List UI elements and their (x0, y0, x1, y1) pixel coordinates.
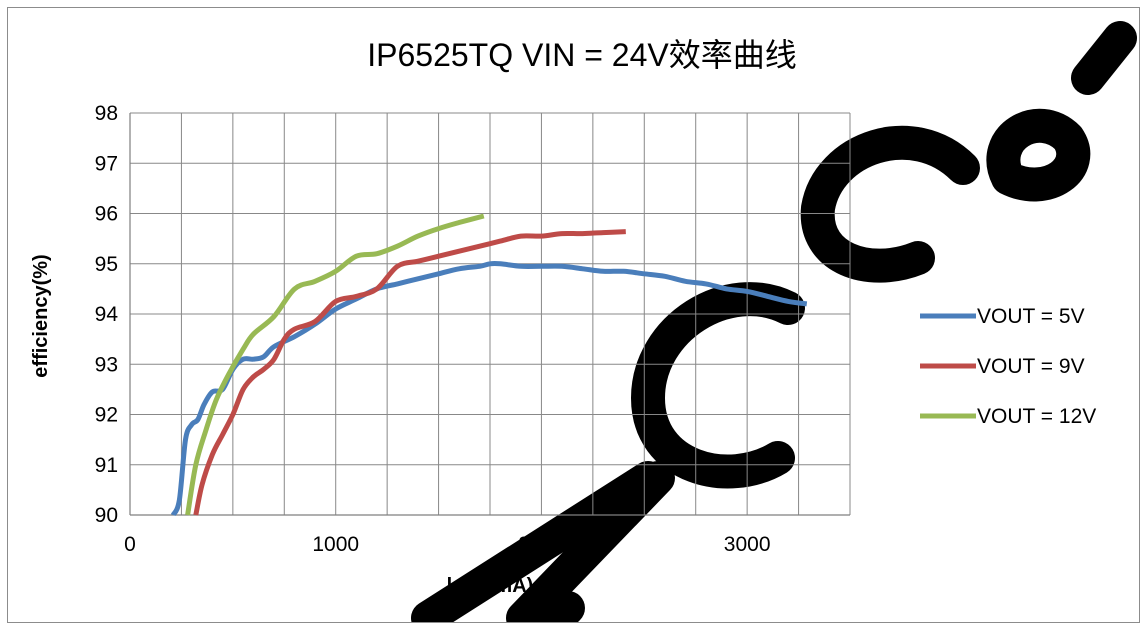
series-lines (170, 213, 808, 517)
watermark-stroke (411, 461, 665, 622)
chart-svg: IP6525TQ VIN = 24V效率曲线 90919293949596979… (30, 21, 1137, 622)
x-tick-label: 1000 (312, 533, 359, 556)
watermark-stroke (1071, 21, 1137, 95)
legend: VOUT = 5V VOUT = 9V VOUT = 12V (920, 305, 1096, 428)
x-tick-label: 2000 (518, 533, 565, 556)
watermark-stroke (506, 461, 675, 622)
chart-title: IP6525TQ VIN = 24V效率曲线 (367, 37, 797, 73)
x-axis-label: load(mA) (447, 575, 534, 597)
x-tick-label: 0 (124, 533, 136, 556)
y-tick-label: 94 (95, 303, 119, 326)
series-line (185, 213, 485, 516)
y-axis-label: efficiency(%) (30, 254, 52, 377)
y-tick-label: 97 (95, 152, 118, 175)
y-tick-label: 96 (95, 203, 118, 226)
y-tick-label: 93 (95, 353, 118, 376)
watermark-stroke (800, 125, 980, 283)
y-tick-label: 95 (95, 253, 118, 276)
watermark-stroke (986, 108, 1091, 202)
watermark-stroke (541, 591, 585, 622)
legend-entry: VOUT = 9V (977, 355, 1085, 378)
legend-entry: VOUT = 5V (977, 305, 1085, 328)
series-line (170, 260, 808, 517)
legend-entry: VOUT = 12V (977, 405, 1096, 428)
watermark (411, 21, 1137, 622)
y-tick-label: 91 (95, 454, 118, 477)
chart-frame: IP6525TQ VIN = 24V效率曲线 90 91 92 93 94 95 96 97 9… (7, 7, 1140, 623)
watermark-stroke (631, 282, 805, 489)
y-tick-label: 90 (95, 504, 118, 527)
y-tick-label: 98 (95, 102, 118, 125)
series-line (193, 229, 626, 516)
grid (129, 112, 851, 516)
y-tick-label: 92 (95, 404, 118, 427)
tick-labels: 90 91 92 93 94 95 96 97 98 0 1000 2000 3000 (95, 102, 771, 556)
x-tick-label: 3000 (724, 533, 771, 556)
